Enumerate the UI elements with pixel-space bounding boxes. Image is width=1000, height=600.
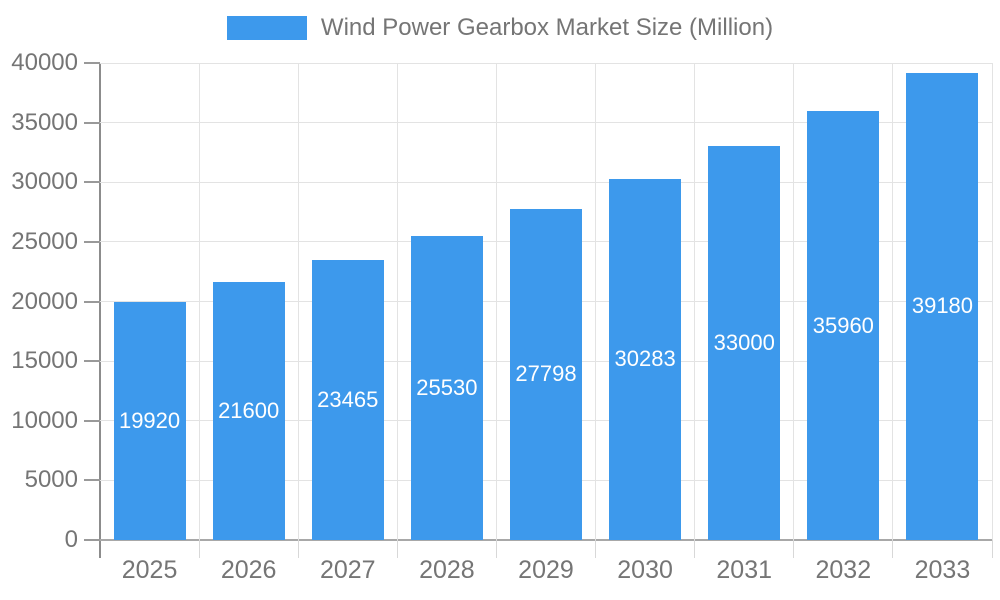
y-tick-15000 <box>84 360 100 363</box>
y-tick-10000 <box>84 419 100 422</box>
y-tick-25000 <box>84 240 100 243</box>
v-gridline-9 <box>991 63 993 540</box>
y-axis-label-20000: 20000 <box>11 287 78 315</box>
v-gridline-7 <box>793 63 795 540</box>
x-axis-label-2032: 2032 <box>815 556 872 584</box>
bar-2033[interactable]: 39180 <box>906 72 979 540</box>
y-tick-40000 <box>84 62 100 64</box>
legend-label: Wind Power Gearbox Market Size (Million) <box>320 14 774 41</box>
legend-swatch <box>226 16 307 40</box>
bar-2027[interactable]: 23465 <box>311 260 384 540</box>
y-axis-line <box>99 63 101 558</box>
y-tick-30000 <box>84 181 100 184</box>
y-axis-label-0: 0 <box>64 526 78 553</box>
bar-value-label-2033: 39180 <box>911 293 974 319</box>
h-gridline-40000 <box>100 62 992 64</box>
x-tick-6 <box>694 540 696 558</box>
y-tick-35000 <box>84 121 100 124</box>
h-gridline-35000 <box>100 122 992 124</box>
x-axis-line <box>84 539 992 541</box>
bar-value-label-2025: 19920 <box>118 408 181 434</box>
y-axis-label-35000: 35000 <box>11 108 78 136</box>
x-tick-4 <box>495 540 497 558</box>
x-axis-label-2026: 2026 <box>220 556 277 584</box>
bar-value-label-2031: 33000 <box>713 330 775 356</box>
x-tick-7 <box>793 540 795 558</box>
x-axis-label-2030: 2030 <box>617 556 673 584</box>
bar-2032[interactable]: 35960 <box>807 111 880 540</box>
x-tick-8 <box>892 540 894 558</box>
x-axis-label-2028: 2028 <box>419 556 475 584</box>
bar-2028[interactable]: 25530 <box>410 235 483 540</box>
x-tick-1 <box>198 540 200 558</box>
x-axis-label-2029: 2029 <box>518 556 574 584</box>
y-tick-0 <box>84 539 100 541</box>
v-gridline-5 <box>595 63 597 540</box>
bar-value-label-2028: 25530 <box>416 374 478 400</box>
bar-2030[interactable]: 30283 <box>609 178 682 540</box>
bar-value-label-2029: 27798 <box>515 361 577 387</box>
v-gridline-3 <box>396 63 398 540</box>
bar-2029[interactable]: 27798 <box>510 208 582 540</box>
bar-2026[interactable]: 21600 <box>212 282 285 540</box>
y-tick-20000 <box>84 300 100 303</box>
x-tick-2 <box>297 540 299 558</box>
x-tick-9 <box>991 540 993 558</box>
bar-value-label-2030: 30283 <box>614 346 676 372</box>
v-gridline-2 <box>297 63 299 540</box>
plot-area: 19920 21600 23465 25530 27798 30283 33000 35960… <box>100 62 993 540</box>
x-tick-3 <box>396 540 398 558</box>
bar-value-label-2026: 21600 <box>218 398 280 424</box>
legend[interactable]: Wind Power Gearbox Market Size (Million) <box>0 14 1000 42</box>
y-axis-label-10000: 10000 <box>11 406 78 434</box>
v-gridline-4 <box>495 63 497 540</box>
x-axis-label-2033: 2033 <box>914 556 971 584</box>
y-axis-label-30000: 30000 <box>11 168 78 196</box>
y-axis-label-5000: 5000 <box>24 466 78 494</box>
v-gridline-8 <box>892 63 894 540</box>
v-gridline-1 <box>198 63 200 540</box>
bar-2031[interactable]: 33000 <box>708 146 781 540</box>
bar-value-label-2027: 23465 <box>317 387 379 413</box>
bar-value-label-2032: 35960 <box>812 312 874 338</box>
x-axis-label-2031: 2031 <box>716 556 773 584</box>
x-axis-label-2025: 2025 <box>121 556 178 584</box>
y-axis-label-25000: 25000 <box>11 227 78 255</box>
bar-2025[interactable]: 19920 <box>113 302 186 540</box>
v-gridline-6 <box>694 63 696 540</box>
x-axis-label-2027: 2027 <box>319 556 376 584</box>
y-tick-5000 <box>84 479 100 482</box>
y-axis-label-15000: 15000 <box>11 347 78 375</box>
h-gridline-30000 <box>100 181 992 183</box>
x-tick-5 <box>595 540 597 558</box>
y-axis-label-40000: 40000 <box>11 49 78 76</box>
